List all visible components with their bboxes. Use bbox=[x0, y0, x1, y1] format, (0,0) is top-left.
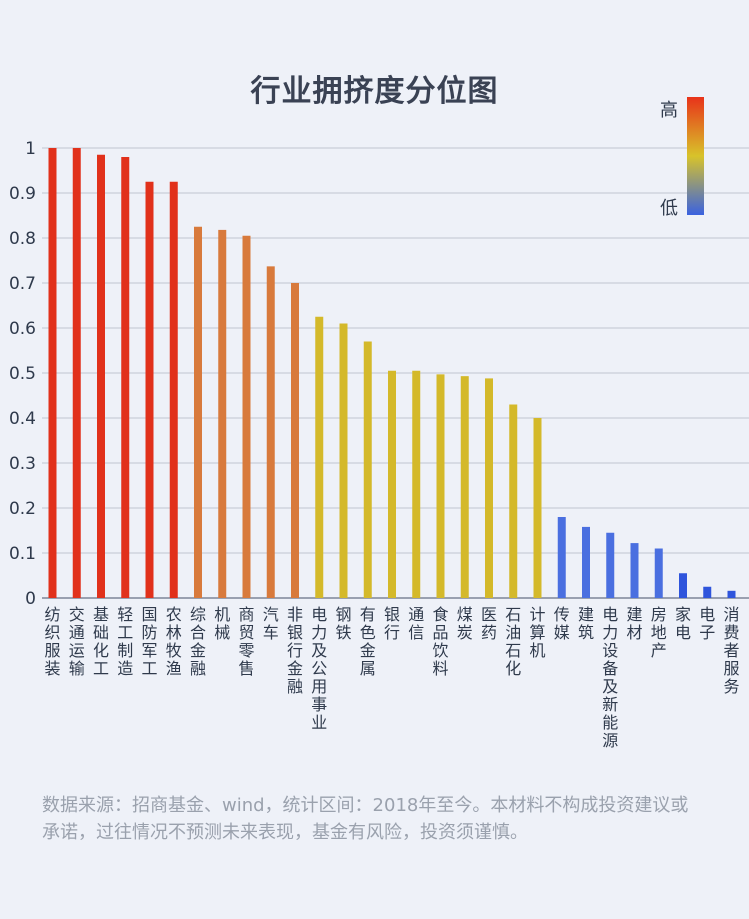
x-tick-label: 通信 bbox=[408, 605, 424, 642]
bar bbox=[412, 370, 421, 598]
bar bbox=[630, 543, 639, 598]
x-tick-label: 食品饮料 bbox=[432, 605, 448, 678]
x-tick-label: 农林牧渔 bbox=[166, 605, 182, 678]
y-tick-label: 0.5 bbox=[9, 364, 36, 384]
bar bbox=[315, 316, 324, 598]
x-axis-labels: 纺织服装交通运输基础化工轻工制造国防军工农林牧渔综合金融机械商贸零售汽车非银行金… bbox=[44, 605, 739, 750]
bar bbox=[679, 573, 687, 598]
x-tick-label: 消费者服务 bbox=[723, 605, 739, 696]
bar bbox=[266, 266, 275, 598]
bar bbox=[242, 235, 251, 598]
y-tick-label: 0.1 bbox=[9, 544, 36, 564]
bar bbox=[291, 283, 299, 598]
bar bbox=[145, 181, 154, 598]
y-tick-label: 0.9 bbox=[9, 184, 36, 204]
bar bbox=[557, 517, 566, 598]
bar bbox=[703, 586, 712, 598]
x-tick-label: 基础化工 bbox=[93, 605, 109, 678]
x-tick-label: 轻工制造 bbox=[117, 605, 133, 678]
x-tick-label: 交通运输 bbox=[69, 605, 85, 678]
bar bbox=[654, 548, 663, 598]
x-tick-label: 传媒 bbox=[554, 605, 570, 642]
x-tick-label: 房地产 bbox=[651, 605, 667, 660]
x-tick-label: 汽车 bbox=[263, 605, 279, 642]
bar bbox=[218, 229, 227, 598]
chart-title: 行业拥挤度分位图 bbox=[250, 74, 499, 109]
x-tick-label: 建材 bbox=[626, 605, 642, 642]
y-tick-label: 0.8 bbox=[9, 229, 36, 249]
x-tick-label: 煤炭 bbox=[457, 605, 473, 642]
bar bbox=[363, 341, 372, 598]
legend-color-bar bbox=[687, 97, 704, 215]
bars bbox=[48, 148, 736, 598]
x-tick-label: 银行 bbox=[384, 605, 400, 642]
bar bbox=[72, 148, 81, 598]
bar bbox=[388, 370, 396, 598]
y-tick-label: 0 bbox=[25, 589, 36, 609]
x-tick-label: 医药 bbox=[481, 605, 497, 642]
bar bbox=[582, 526, 590, 598]
x-tick-label: 石油石化 bbox=[505, 605, 521, 678]
bar bbox=[509, 404, 518, 598]
bar bbox=[48, 148, 57, 598]
x-tick-label: 有色金属 bbox=[360, 605, 376, 678]
x-tick-label: 电力及公用事业 bbox=[311, 605, 327, 732]
y-tick-label: 0.6 bbox=[9, 319, 36, 339]
x-tick-label: 机械 bbox=[214, 605, 230, 642]
x-tick-label: 计算机 bbox=[529, 605, 545, 660]
bar bbox=[460, 376, 469, 598]
bar bbox=[97, 154, 105, 598]
legend-low-label: 低 bbox=[660, 198, 678, 219]
y-tick-label: 0.4 bbox=[9, 409, 36, 429]
y-tick-label: 0.3 bbox=[9, 454, 36, 474]
x-tick-label: 建筑 bbox=[578, 605, 594, 642]
bar bbox=[436, 374, 445, 598]
x-tick-label: 电力设备及新能源 bbox=[602, 605, 618, 750]
bar bbox=[339, 323, 348, 598]
y-tick-label: 0.7 bbox=[9, 274, 36, 294]
bar bbox=[533, 418, 542, 598]
bar bbox=[169, 181, 178, 598]
bar bbox=[727, 590, 736, 598]
x-tick-label: 家电 bbox=[675, 605, 691, 642]
x-tick-label: 商贸零售 bbox=[238, 605, 254, 678]
bar-chart: 0 0.1 0.2 0.3 0.4 0.5 0.6 0.7 0.8 0.9 1 纺织服装交通运输基础… bbox=[9, 97, 749, 750]
bar bbox=[606, 532, 615, 598]
y-axis: 0 0.1 0.2 0.3 0.4 0.5 0.6 0.7 0.8 0.9 1 bbox=[9, 139, 36, 609]
legend: 高 低 bbox=[660, 97, 704, 219]
x-tick-label: 纺织服装 bbox=[44, 605, 60, 678]
bar bbox=[121, 157, 130, 598]
x-tick-label: 国防军工 bbox=[141, 605, 157, 678]
y-tick-label: 0.2 bbox=[9, 499, 36, 519]
x-tick-label: 电子 bbox=[699, 605, 715, 642]
bar bbox=[485, 378, 493, 598]
source-note: 数据来源：招商基金、wind，统计区间：2018年至今。本材料不构成投资建议或承… bbox=[42, 795, 689, 843]
bar bbox=[194, 226, 202, 598]
x-tick-label: 钢铁 bbox=[335, 605, 351, 642]
x-tick-label: 综合金融 bbox=[190, 605, 206, 678]
y-tick-label: 1 bbox=[25, 139, 36, 159]
x-tick-label: 非银行金融 bbox=[287, 605, 303, 696]
legend-high-label: 高 bbox=[660, 100, 678, 121]
